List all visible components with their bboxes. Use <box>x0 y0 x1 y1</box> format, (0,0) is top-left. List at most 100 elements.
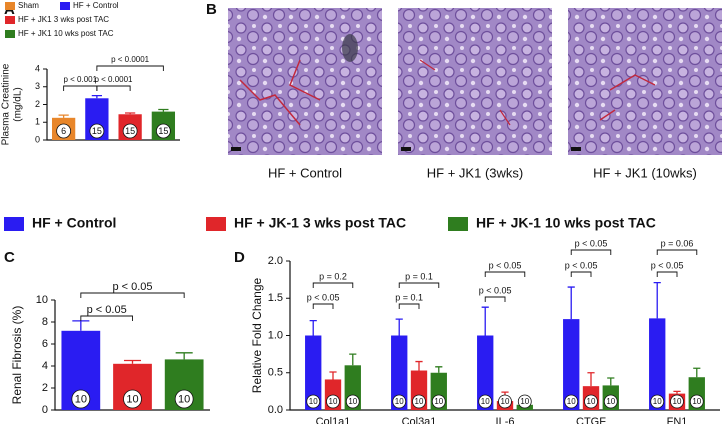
x-tick-label: Col3a1 <box>402 416 437 424</box>
legend-swatch <box>5 30 15 38</box>
significance-bracket <box>312 282 354 288</box>
significance-label: p = 0.06 <box>661 238 694 248</box>
significance-label: p < 0.05 <box>479 285 512 295</box>
n-label-circle <box>326 394 340 409</box>
n-label-circle <box>689 394 704 409</box>
y-tick-label: 3 <box>35 81 40 91</box>
histology-image <box>568 8 722 155</box>
significance-bracket <box>656 271 678 277</box>
bar <box>391 335 408 410</box>
legend-label: HF + JK1 10 wks post TAC <box>18 29 114 38</box>
n-label: 6 <box>61 126 66 136</box>
error-bar <box>415 360 423 371</box>
significance-bracket <box>570 249 612 255</box>
error-bar <box>567 286 575 320</box>
significance-bracket <box>656 249 698 255</box>
significance-label: p < 0.05 <box>651 260 684 270</box>
y-tick-label: 0.5 <box>268 367 283 379</box>
error-bar <box>587 372 595 387</box>
significance-bracket <box>312 303 334 309</box>
error-bar <box>123 359 142 364</box>
n-label: 10 <box>567 397 576 406</box>
significance-bracket <box>484 271 526 277</box>
panel-label: B <box>206 1 217 18</box>
y-tick-label: 1.5 <box>268 292 283 304</box>
n-label-circle <box>498 394 512 409</box>
n-label: 10 <box>178 393 190 405</box>
y-tick-label: 1 <box>35 117 40 127</box>
legend-swatch <box>60 2 70 10</box>
significance-label: p < 0.0001 <box>111 55 150 64</box>
n-label: 10 <box>481 397 490 406</box>
error-bar <box>481 306 489 336</box>
n-label: 10 <box>692 397 701 406</box>
y-axis-label: Plasma Creatinine <box>1 63 12 145</box>
significance-label: p = 0.1 <box>395 292 423 302</box>
histology-image <box>228 8 382 155</box>
n-label: 10 <box>587 397 596 406</box>
significance-bracket <box>570 271 592 277</box>
n-label-circle <box>122 123 138 139</box>
significance-label: p = 0.2 <box>319 271 347 281</box>
panel-label: C <box>4 249 15 266</box>
legend-label: Sham <box>18 1 39 10</box>
y-tick-label: 4 <box>35 63 40 73</box>
n-label-circle <box>584 394 598 409</box>
error-bar <box>175 352 193 360</box>
significance-bracket <box>398 303 420 309</box>
n-label: 10 <box>126 393 138 405</box>
n-label: 10 <box>329 397 338 406</box>
legend-swatch <box>448 217 468 231</box>
y-tick-label: 0.0 <box>268 404 283 416</box>
n-label: 10 <box>434 397 443 406</box>
y-tick-label: 2.0 <box>268 255 283 267</box>
y-tick-label: 2 <box>35 99 40 109</box>
legend-label: HF + Control <box>32 215 116 231</box>
bar <box>563 319 580 410</box>
significance-label: p = 0.1 <box>405 271 433 281</box>
y-tick-label: 0 <box>35 134 40 144</box>
n-label: 10 <box>520 397 529 406</box>
legend-label: HF + Control <box>73 1 119 10</box>
n-label-circle <box>650 394 665 409</box>
error-bar <box>309 319 317 336</box>
significance-bracket <box>96 65 164 71</box>
n-label-circle <box>56 123 72 139</box>
significance-label: p < 0.05 <box>307 292 340 302</box>
error-bar <box>395 318 403 336</box>
error-bar <box>693 367 701 378</box>
n-label: 10 <box>75 393 87 405</box>
n-label-circle <box>155 123 171 139</box>
panel-label: D <box>234 249 245 266</box>
n-label-circle <box>431 394 446 409</box>
significance-bracket <box>96 85 131 91</box>
legend-label: HF + JK1 3 wks post TAC <box>18 15 109 24</box>
histology-image <box>398 8 552 155</box>
n-label-circle <box>345 394 360 409</box>
error-bar <box>158 108 169 112</box>
significance-bracket <box>80 292 185 298</box>
n-label-circle <box>71 389 91 409</box>
error-bar <box>58 114 69 118</box>
n-label-circle <box>517 394 532 409</box>
n-label: 10 <box>673 397 682 406</box>
error-bar <box>673 390 681 394</box>
error-bar <box>91 94 102 99</box>
n-label-circle <box>174 389 194 409</box>
y-axis-label: (mg/dL) <box>13 87 24 121</box>
significance-label: p < 0.05 <box>112 281 152 293</box>
n-label-circle <box>89 123 105 139</box>
n-label: 10 <box>653 397 662 406</box>
n-label-circle <box>478 394 493 409</box>
n-label-circle <box>123 389 142 409</box>
y-axis-label: Renal Fibrosis (%) <box>10 306 24 405</box>
significance-bracket <box>80 315 133 321</box>
error-bar <box>607 377 615 386</box>
significance-label: p < 0.05 <box>489 260 522 270</box>
significance-label: p < 0.05 <box>565 260 598 270</box>
y-tick-label: 4 <box>42 360 48 372</box>
significance-label: p < 0.05 <box>87 304 127 316</box>
n-label-circle <box>392 394 407 409</box>
n-label: 10 <box>606 397 615 406</box>
image-caption: HF + JK1 (3wks) <box>427 165 523 180</box>
